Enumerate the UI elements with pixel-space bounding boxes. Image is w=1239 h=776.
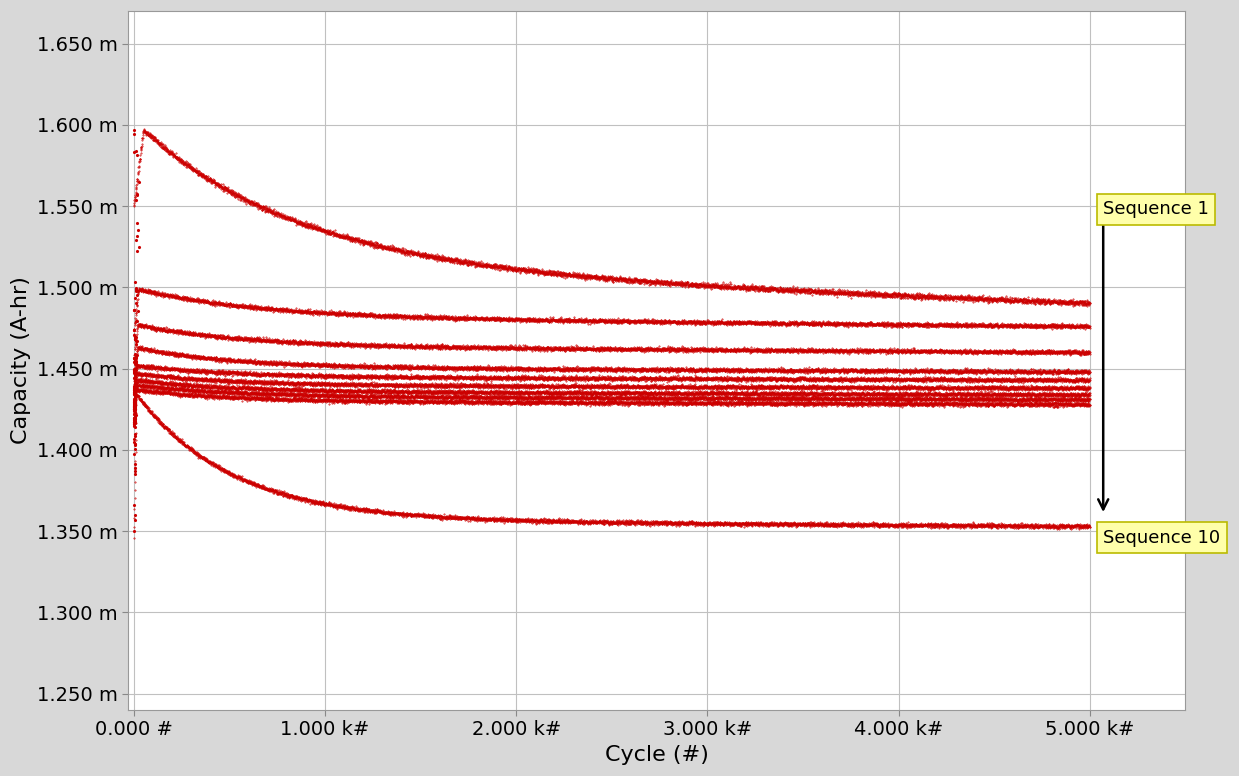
Text: Sequence 10: Sequence 10 xyxy=(1103,528,1220,546)
Text: Sequence 1: Sequence 1 xyxy=(1103,200,1209,218)
Y-axis label: Capacity (A-hr): Capacity (A-hr) xyxy=(11,276,31,445)
X-axis label: Cycle (#): Cycle (#) xyxy=(605,745,709,765)
